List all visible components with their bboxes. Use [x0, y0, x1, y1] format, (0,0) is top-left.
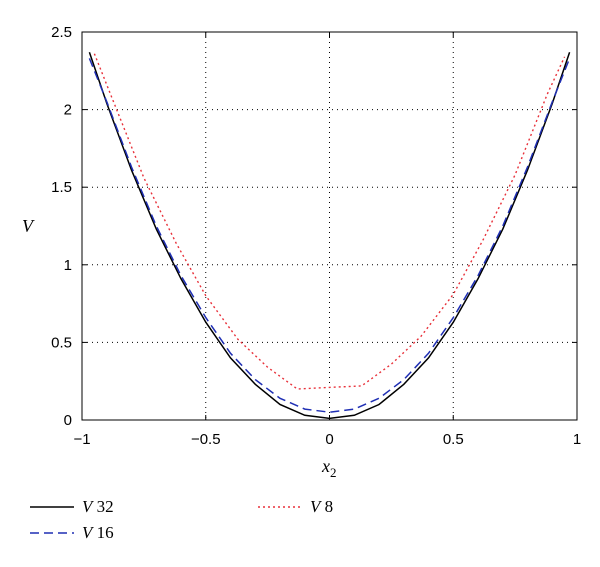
x-axis-label: x2 [321, 456, 337, 480]
legend-label-var: V [82, 497, 95, 516]
grid-lines [82, 32, 577, 420]
series-line-2 [88, 58, 571, 413]
legend-label: V 16 [82, 523, 114, 542]
y-tick-label: 0 [64, 412, 72, 429]
x-axis-label-main: x [321, 456, 330, 476]
x-tick-label: 0 [325, 431, 333, 448]
x-tick-label: −1 [73, 431, 90, 448]
y-tick-label: 1.5 [51, 179, 72, 196]
axis-ticks: −1 −0.5 0 0.5 1 0 0.5 1 1.5 2 2.5 [51, 24, 581, 448]
legend: V 32V 16V 8 [30, 497, 333, 542]
series-line-3 [93, 53, 566, 390]
y-tick-label: 1 [64, 257, 72, 274]
x-axis-label-subscript: 2 [330, 465, 337, 480]
legend-label-num: 16 [92, 523, 113, 542]
legend-label: V 8 [310, 497, 333, 516]
x-tick-label: 0.5 [443, 431, 464, 448]
legend-label-num: 8 [320, 497, 333, 516]
x-tick-label: −0.5 [191, 431, 221, 448]
y-tick-label: 2 [64, 102, 72, 119]
legend-label: V 32 [82, 497, 114, 516]
legend-label-var: V [82, 523, 95, 542]
y-tick-label: 0.5 [51, 334, 72, 351]
y-tick-label: 2.5 [51, 24, 72, 41]
legend-label-var: V [310, 497, 323, 516]
legend-label-num: 32 [92, 497, 113, 516]
y-axis-label: V [22, 216, 35, 236]
x-tick-label: 1 [573, 431, 581, 448]
plot-frame [81, 31, 578, 421]
